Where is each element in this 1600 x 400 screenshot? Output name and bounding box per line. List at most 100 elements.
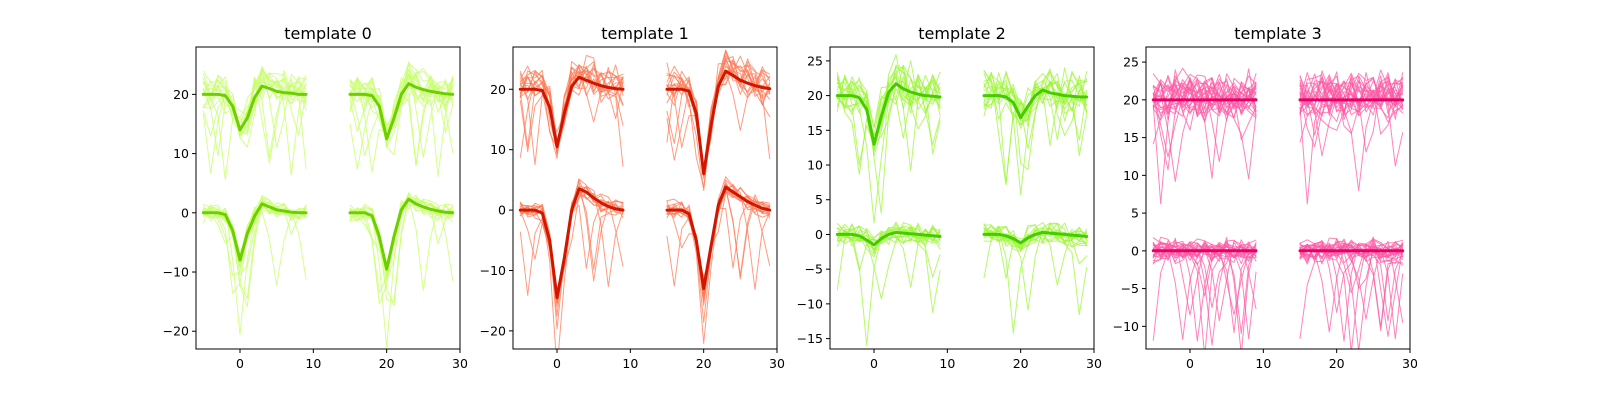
waveform-trace [1299, 238, 1404, 328]
plot-area [201, 61, 455, 349]
subplot-title: template 3 [1234, 24, 1322, 43]
waveform-trace [836, 66, 941, 153]
subplot-template-0: template 0 0 10 20 30 −20 −10 0 10 20 [163, 24, 468, 371]
y-tick-label: 0 [1131, 243, 1139, 258]
waveform-trace [519, 178, 624, 294]
mean-template-line [665, 69, 772, 176]
waveform-trace [349, 74, 454, 147]
waveform-trace [1152, 243, 1257, 258]
y-tick-label: 0 [498, 203, 506, 218]
x-tick-label: 20 [1329, 356, 1345, 371]
x-tick-label: 0 [870, 356, 878, 371]
x-tick-label: 10 [1255, 356, 1271, 371]
y-tick-label: −10 [163, 265, 189, 280]
waveform-trace [836, 64, 941, 147]
x-tick-label: 30 [1402, 356, 1418, 371]
y-tick-label: 15 [807, 123, 823, 138]
y-tick-label: 20 [490, 82, 506, 97]
mean-template-line [982, 88, 1089, 120]
waveform-trace [202, 74, 307, 135]
waveform-trace [1299, 75, 1404, 116]
waveform-trace [1299, 71, 1404, 135]
y-tick-label: 20 [1123, 92, 1139, 107]
y-tick-label: −10 [797, 296, 823, 311]
axes-frame [512, 46, 778, 350]
y-tick-label: 25 [1123, 55, 1139, 70]
mean-template-line [348, 82, 455, 141]
axes-frame [195, 46, 461, 350]
y-tick-label: −5 [805, 262, 823, 277]
mean-template-line [201, 84, 308, 132]
axes-frame [829, 46, 1095, 350]
y-tick-label: 5 [1131, 206, 1139, 221]
waveform-trace [1152, 80, 1257, 131]
y-tick-label: −20 [480, 323, 506, 338]
y-tick-label: −10 [480, 263, 506, 278]
x-tick-label: 0 [553, 356, 561, 371]
waveform-trace [666, 58, 771, 171]
mean-template-line [835, 82, 942, 146]
waveform-trace [1299, 72, 1404, 153]
waveform-trace [983, 70, 1088, 186]
waveform-trace [1152, 74, 1257, 121]
x-tick-label: 20 [1013, 356, 1029, 371]
mean-template-line [348, 197, 455, 271]
x-tick-label: 30 [769, 356, 785, 371]
mean-template-line [518, 75, 625, 149]
waveform-trace [349, 195, 454, 267]
x-tick-label: 10 [939, 356, 955, 371]
waveform-trace [519, 67, 624, 156]
y-tick-label: 15 [1123, 130, 1139, 145]
x-tick-label: 30 [1086, 356, 1102, 371]
waveform-trace [202, 67, 307, 136]
waveform-trace [202, 70, 307, 169]
x-tick-label: 10 [622, 356, 638, 371]
waveform-trace [349, 61, 454, 158]
mean-template-line [665, 185, 772, 291]
waveform-trace [836, 66, 941, 166]
waveform-trace [349, 68, 454, 173]
x-tick-label: 20 [379, 356, 395, 371]
waveform-trace [983, 222, 1088, 250]
y-tick-label: 20 [807, 88, 823, 103]
plot-area [835, 54, 1089, 346]
subplot-title: template 2 [918, 24, 1006, 43]
axes-frame [1145, 46, 1411, 350]
y-tick-label: 10 [490, 142, 506, 157]
y-tick-label: −10 [1113, 319, 1139, 334]
subplot-template-1: template 1 0 10 20 30 −20 −10 0 10 20 [480, 24, 785, 371]
x-tick-label: 0 [236, 356, 244, 371]
x-tick-label: 0 [1186, 356, 1194, 371]
waveform-trace [983, 70, 1088, 118]
subplot-template-2: template 2 0 10 20 30 −15 −10 −5 0 5 10 15 20 25 [797, 24, 1102, 371]
waveform-trace [1299, 236, 1404, 266]
x-tick-label: 30 [452, 356, 468, 371]
y-tick-label: 0 [181, 205, 189, 220]
subplot-title: template 0 [284, 24, 372, 43]
y-tick-label: 20 [173, 87, 189, 102]
mean-template-line [982, 230, 1089, 245]
y-tick-label: 10 [173, 146, 189, 161]
waveform-trace [836, 226, 941, 272]
subplot-template-3: template 3 0 10 20 30 −10 −5 0 5 10 15 20 25 [1113, 24, 1418, 371]
y-tick-label: 0 [815, 227, 823, 242]
waveform-trace [1299, 240, 1404, 323]
waveform-trace [1152, 74, 1257, 108]
waveform-trace [202, 197, 307, 276]
waveform-trace [519, 190, 624, 299]
waveform-trace [983, 67, 1088, 170]
waveform-trace [1152, 77, 1257, 145]
waveform-trace [349, 76, 454, 153]
mean-template-line [201, 202, 308, 262]
plot-area [518, 49, 772, 349]
y-tick-label: 5 [815, 192, 823, 207]
x-tick-label: 10 [305, 356, 321, 371]
y-tick-label: 10 [807, 158, 823, 173]
mean-template-line [518, 187, 625, 300]
waveform-trace [1299, 242, 1404, 320]
waveform-trace [666, 176, 771, 299]
waveform-trace [1299, 242, 1404, 294]
x-tick-label: 20 [696, 356, 712, 371]
waveform-trace [519, 190, 624, 298]
waveform-trace [666, 49, 771, 171]
